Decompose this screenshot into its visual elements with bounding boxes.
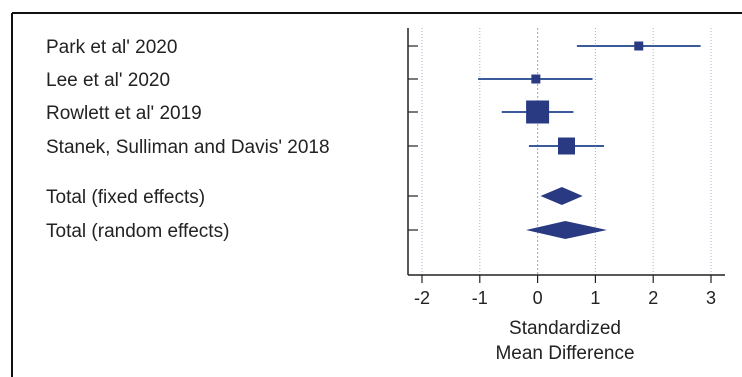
- gridlines: [421, 28, 712, 275]
- effect-markers: [478, 41, 701, 239]
- study-label: Lee et al' 2020: [46, 70, 170, 91]
- study-labels: Park et al' 2020 Lee et al' 2020 Rowlett e…: [46, 37, 330, 242]
- x-tick-label: 3: [706, 288, 716, 308]
- figure-border: [11, 12, 742, 377]
- x-tick-label: -2: [414, 288, 430, 308]
- total-label: Total (fixed effects): [46, 187, 205, 208]
- x-tick-label: 1: [590, 288, 600, 308]
- x-tick-label: 2: [648, 288, 658, 308]
- x-axis-title: Standardized Mean Difference: [495, 318, 634, 364]
- effect-size-box: [526, 100, 550, 124]
- effect-size-box: [531, 74, 541, 84]
- pooled-effect-diamond: [526, 221, 607, 239]
- study-label: Stanek, Sulliman and Davis' 2018: [46, 137, 330, 158]
- x-axis-title-line-1: Standardized: [509, 318, 621, 339]
- pooled-effect-diamond: [540, 187, 583, 205]
- total-label: Total (random effects): [46, 221, 229, 242]
- study-label: Park et al' 2020: [46, 37, 177, 58]
- study-label: Rowlett et al' 2019: [46, 103, 202, 124]
- x-tick-labels: -2 -1 0 1 2 3: [414, 288, 716, 308]
- x-axis-title-line-2: Mean Difference: [495, 343, 634, 364]
- effect-size-box: [558, 137, 575, 155]
- x-tick-label: -1: [472, 288, 488, 308]
- x-tick-label: 0: [533, 288, 543, 308]
- axes: [407, 28, 725, 283]
- effect-size-box: [634, 41, 644, 51]
